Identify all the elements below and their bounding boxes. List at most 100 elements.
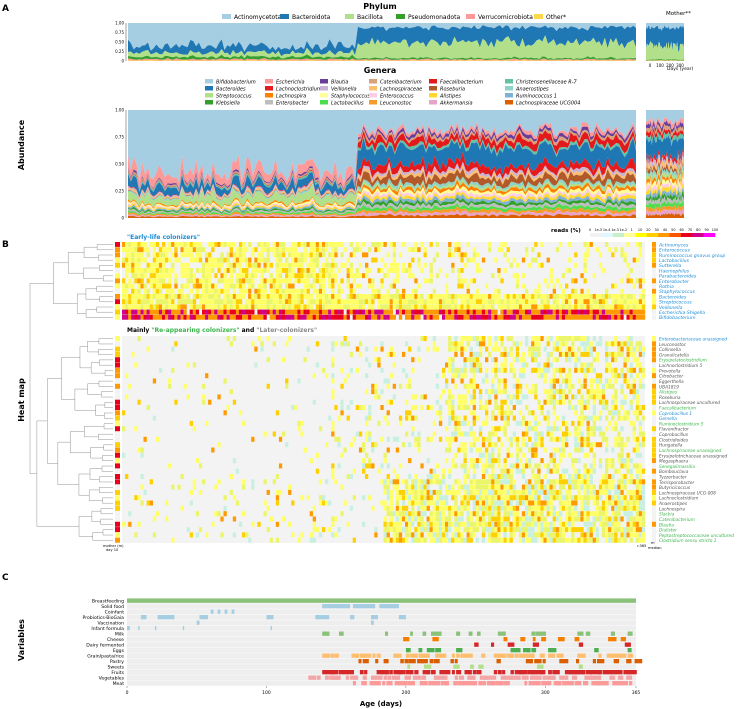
heat-cell <box>595 426 600 432</box>
scale-tick: 1e-5 <box>595 228 603 232</box>
heat-bottom-left2: day 10 <box>106 548 119 552</box>
heat-cell <box>623 362 627 368</box>
heat-cell <box>195 278 200 284</box>
heat-cell <box>122 426 126 432</box>
heat-cell <box>481 405 486 411</box>
variables-x-tick: 100 <box>262 690 271 696</box>
heat-cell <box>565 505 569 511</box>
heat-cell <box>546 505 550 511</box>
heat-cell <box>285 304 289 310</box>
heat-cell <box>334 479 338 485</box>
heat-cell <box>549 484 553 490</box>
heat-cell <box>454 309 458 315</box>
dendro-branch <box>83 267 104 279</box>
heat-cell <box>568 495 572 501</box>
heat-cell <box>202 278 206 284</box>
heat-cell <box>565 495 569 501</box>
heat-cell <box>472 247 476 253</box>
heat-cell <box>315 242 320 247</box>
heat-cell <box>322 247 326 253</box>
heat-cell <box>521 299 526 305</box>
heat-cell <box>155 511 160 517</box>
heat-cell <box>272 242 276 247</box>
heat-cell <box>595 247 600 253</box>
heat-cell <box>371 283 375 289</box>
heat-cell <box>383 521 387 527</box>
heat-taxon-label: Ruminoclostridium 5 <box>659 421 704 427</box>
heat-cell <box>165 500 169 506</box>
heat-cell <box>125 242 129 247</box>
heat-cell <box>620 426 624 432</box>
heat-cell <box>580 415 584 421</box>
heat-cell <box>162 257 166 263</box>
heat-cell <box>583 537 587 543</box>
heat-cell <box>448 389 452 395</box>
heat-cell <box>432 314 436 320</box>
heat-cell <box>494 516 498 522</box>
heat-cell <box>131 304 135 310</box>
heat-cell <box>312 527 316 533</box>
heat-cell <box>285 278 289 284</box>
heat-cell <box>242 479 246 485</box>
heat-cell <box>503 500 507 506</box>
heat-cell <box>312 283 316 289</box>
heat-cell <box>438 299 443 305</box>
heat-cell <box>620 436 624 442</box>
heat-cell <box>537 500 541 506</box>
heat-cell <box>549 521 553 527</box>
heat-cell <box>598 294 603 299</box>
variable-segment <box>477 670 482 675</box>
heat-cell <box>217 511 221 517</box>
heat-cell <box>592 442 596 448</box>
heat-cell <box>300 431 304 437</box>
heat-cell <box>512 357 516 363</box>
heat-cell <box>543 373 547 379</box>
genera-mother-chart <box>646 110 684 218</box>
variable-segment <box>504 675 513 680</box>
heat-cell <box>263 262 267 268</box>
heat-cell <box>374 294 378 299</box>
phylum-legend-swatch <box>466 14 475 19</box>
heat-cell <box>534 383 538 389</box>
heat-cell <box>331 463 335 469</box>
heat-cell <box>472 505 476 511</box>
heat-cell <box>383 309 387 315</box>
heat-cell <box>586 431 590 437</box>
heat-cell <box>146 278 150 284</box>
heat-cell <box>306 252 310 258</box>
heat-median-cell <box>652 495 656 501</box>
heat-cell <box>297 268 301 273</box>
heat-cell <box>580 410 584 416</box>
heat-cell <box>525 489 529 495</box>
heat-median-cell <box>652 278 656 284</box>
heat-cell <box>478 489 483 495</box>
heat-cell <box>586 309 590 315</box>
heat-cell <box>174 399 178 405</box>
heat-cell <box>641 484 646 490</box>
heat-cell <box>500 314 504 320</box>
dendro-branch <box>99 476 113 483</box>
variable-segment <box>375 659 379 664</box>
heat-cell <box>506 500 510 506</box>
heat-cell <box>580 399 584 405</box>
variable-segment <box>542 675 547 680</box>
heat-cell <box>565 268 569 273</box>
heat-cell <box>614 367 618 373</box>
heat-cell <box>638 511 643 517</box>
heat-cell <box>269 247 273 253</box>
heat-cell <box>408 484 412 490</box>
heat-cell <box>549 436 553 442</box>
heat-cell <box>460 399 464 405</box>
heat-cell <box>122 247 126 253</box>
heat-cell <box>432 537 436 543</box>
heat-cell <box>306 262 310 268</box>
heat-cell <box>435 521 440 527</box>
heat-cell <box>635 299 640 305</box>
heat-cell <box>611 474 615 480</box>
heat-cell <box>632 383 636 389</box>
variable-segment <box>352 681 356 686</box>
heat-cell <box>589 442 593 448</box>
heat-cell <box>629 341 633 347</box>
heat-cell <box>380 299 384 305</box>
